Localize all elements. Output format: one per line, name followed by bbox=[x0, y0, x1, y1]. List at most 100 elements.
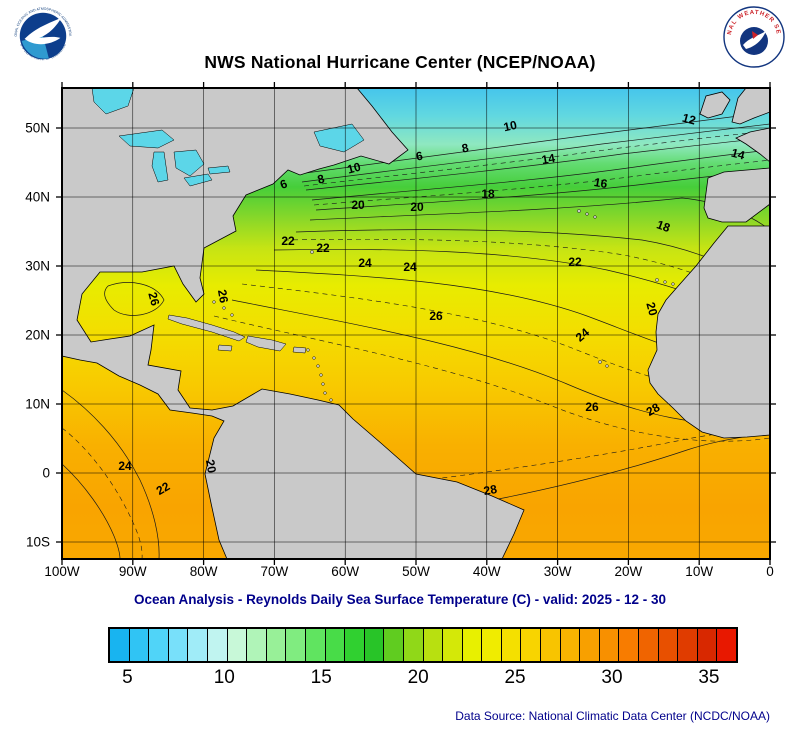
contour-label: 22 bbox=[154, 479, 173, 498]
colorbar-cell bbox=[364, 629, 385, 661]
contour-labels: 6 8 10 6 8 10 12 14 14 16 18 18 20 20 22 22 22 24 24 24 26 26… bbox=[118, 111, 746, 498]
lon-tick-label: 20W bbox=[614, 564, 643, 579]
island-hispaniola bbox=[245, 335, 287, 352]
colorbar-cell bbox=[305, 629, 326, 661]
colorbar-cell bbox=[247, 629, 267, 661]
nws-logo-svg: NATIONAL WEATHER SERVICE bbox=[719, 1, 785, 68]
contour-label: 24 bbox=[358, 256, 372, 270]
noaa-logo: NATIONAL OCEANIC AND ATMOSPHERIC ADMINIS… bbox=[11, 3, 74, 66]
colorbar-tick-label: 30 bbox=[601, 667, 623, 688]
lake-erie bbox=[183, 173, 213, 187]
colorbar-tick-label: 15 bbox=[310, 667, 332, 688]
colorbar-cell bbox=[443, 629, 463, 661]
colorbar-cell bbox=[462, 629, 483, 661]
lat-tick-label: 10S bbox=[25, 534, 50, 550]
lat-tick-label: 30N bbox=[25, 258, 50, 274]
land-africa bbox=[647, 225, 771, 439]
contour-label: 14 bbox=[730, 146, 747, 163]
land-americas bbox=[61, 87, 525, 560]
island-puerto-rico bbox=[292, 346, 307, 354]
lon-tick-label: 50W bbox=[402, 564, 430, 579]
colorbar-cell bbox=[541, 629, 561, 661]
colorbar bbox=[108, 627, 738, 663]
lat-tick-label: 50N bbox=[25, 120, 50, 136]
contour-label: 26 bbox=[429, 309, 443, 323]
colorbar-cell bbox=[423, 629, 444, 661]
nws-swoosh bbox=[743, 31, 766, 49]
contour-label: 20 bbox=[410, 200, 424, 214]
contour-label: 6 bbox=[278, 176, 289, 192]
colorbar-cell bbox=[110, 629, 130, 661]
lon-tick-label: 70W bbox=[260, 564, 289, 579]
contour-label: 24 bbox=[118, 459, 132, 473]
contour-label: 28 bbox=[483, 482, 499, 498]
contour-label: 22 bbox=[568, 255, 582, 269]
page-title: NWS National Hurricane Center (NCEP/NOAA… bbox=[204, 52, 596, 72]
colorbar-tick-label: 20 bbox=[407, 667, 429, 688]
colorbar-cell bbox=[717, 629, 736, 661]
contour-label: 20 bbox=[351, 198, 365, 212]
lat-tick-label: 20N bbox=[25, 327, 50, 343]
contour-label: 18 bbox=[481, 187, 495, 201]
colorbar-ticks: 5 10 15 20 25 30 35 bbox=[108, 667, 738, 691]
land-masses bbox=[61, 87, 771, 560]
contour-label: 18 bbox=[655, 217, 673, 235]
nws-red-mark bbox=[752, 31, 758, 39]
lake-huron bbox=[173, 149, 205, 177]
colorbar-cell bbox=[658, 629, 679, 661]
colorbar-cell bbox=[482, 629, 502, 661]
lon-tick-label: 90W bbox=[118, 564, 147, 579]
lon-tick-label: 0 bbox=[766, 564, 774, 579]
noaa-logo-svg: NATIONAL OCEANIC AND ATMOSPHERIC ADMINIS… bbox=[11, 3, 73, 61]
gulf-of-st-lawrence bbox=[313, 123, 365, 153]
colorbar-cell bbox=[129, 629, 150, 661]
contour-label: 16 bbox=[593, 175, 609, 191]
nws-logo: NATIONAL WEATHER SERVICE bbox=[719, 1, 786, 69]
colorbar-cell bbox=[501, 629, 522, 661]
data-source-note: Data Source: National Climatic Data Cent… bbox=[455, 709, 770, 723]
lon-tick-label: 10W bbox=[685, 564, 714, 579]
contour-label: 12 bbox=[681, 111, 698, 128]
contour-label: 10 bbox=[502, 118, 518, 135]
lake-michigan bbox=[151, 151, 169, 183]
colorbar-cell bbox=[325, 629, 346, 661]
lon-axis: 100W 90W 80W 70W 60W 50W 40W 30W 20W 10W 0 bbox=[44, 564, 773, 584]
colorbar-cell bbox=[619, 629, 640, 661]
colorbar-cell bbox=[521, 629, 542, 661]
map-frame bbox=[61, 87, 771, 560]
colorbar-cell bbox=[678, 629, 698, 661]
colorbar-cell bbox=[345, 629, 365, 661]
colorbar-cell bbox=[168, 629, 189, 661]
colorbar-tick-label: 25 bbox=[504, 667, 526, 688]
colorbar-cell bbox=[403, 629, 424, 661]
colorbar-cell bbox=[560, 629, 581, 661]
contour-label: 14 bbox=[541, 151, 557, 167]
contour-label: 22 bbox=[281, 234, 295, 248]
analysis-caption: Ocean Analysis - Reynolds Daily Sea Surf… bbox=[134, 592, 666, 607]
contour-label: 24 bbox=[403, 260, 417, 274]
colorbar-cell bbox=[188, 629, 208, 661]
colorbar-cell bbox=[227, 629, 248, 661]
contour-label: 20 bbox=[643, 301, 660, 318]
colorbar-cell bbox=[384, 629, 404, 661]
lon-tick-label: 60W bbox=[331, 564, 360, 579]
colorbar-cell bbox=[149, 629, 169, 661]
lon-tick-label: 30W bbox=[543, 564, 572, 579]
colorbar-tick-label: 5 bbox=[122, 667, 133, 688]
contour-label: 28 bbox=[644, 400, 663, 419]
colorbar-cell bbox=[286, 629, 306, 661]
noaa-gull-icon bbox=[24, 17, 62, 45]
contour-label: 6 bbox=[415, 149, 424, 164]
contour-label: 22 bbox=[316, 241, 330, 255]
contour-label: 26 bbox=[585, 400, 599, 414]
lat-tick-label: 10N bbox=[25, 396, 50, 412]
colorbar-cell bbox=[580, 629, 600, 661]
island-cuba bbox=[167, 314, 246, 342]
contour-label: 26 bbox=[215, 289, 231, 305]
lat-tick-label: 0 bbox=[42, 465, 50, 481]
contour-label: 8 bbox=[316, 171, 326, 186]
contour-label: 10 bbox=[346, 160, 363, 177]
colorbar-cell bbox=[207, 629, 228, 661]
lake-ontario bbox=[207, 165, 231, 175]
